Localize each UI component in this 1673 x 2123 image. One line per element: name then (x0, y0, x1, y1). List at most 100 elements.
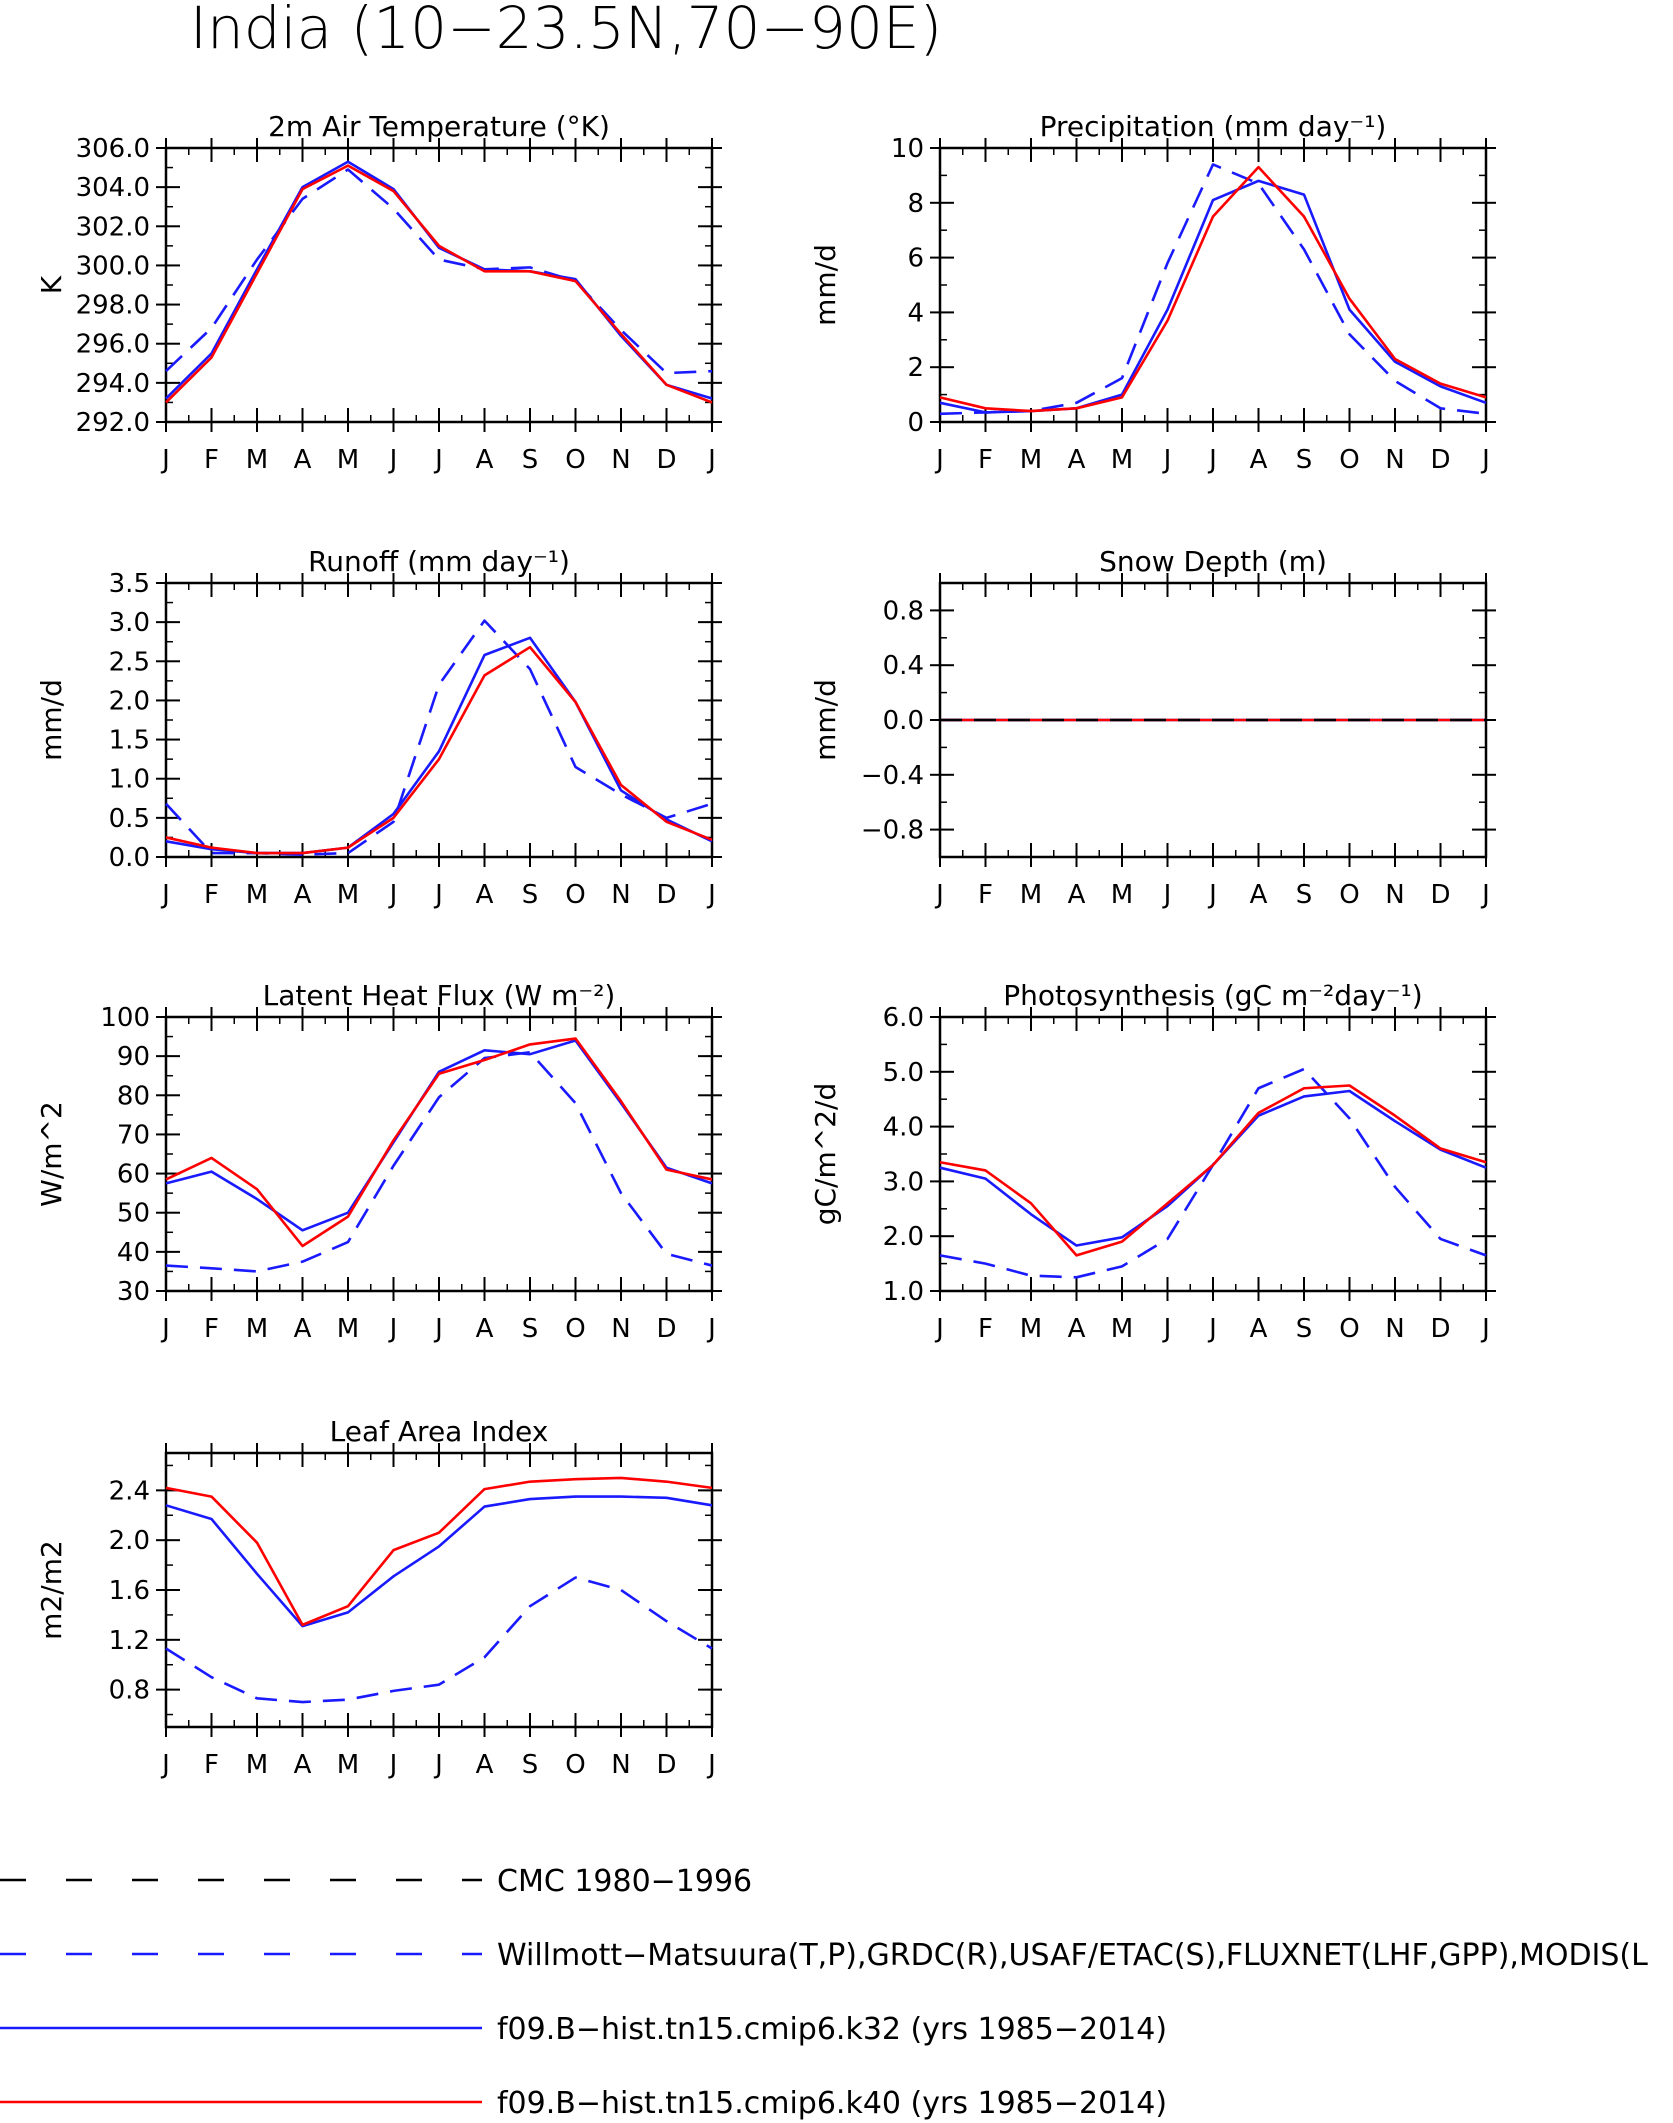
x-tick-label: J (433, 880, 443, 910)
panel-title: 2m Air Temperature (°K) (268, 110, 610, 143)
x-tick-label: M (337, 880, 359, 910)
x-tick-label: J (160, 445, 170, 475)
x-tick-label: J (1207, 445, 1217, 475)
y-tick-label: 0.0 (883, 706, 924, 736)
y-tick-label: 0.8 (883, 596, 924, 626)
x-tick-label: A (294, 445, 312, 475)
x-tick-label: N (611, 1750, 630, 1780)
x-tick-label: J (1162, 880, 1172, 910)
x-tick-label: A (1250, 880, 1268, 910)
x-tick-label: M (1020, 1314, 1042, 1344)
x-tick-label: O (565, 880, 585, 910)
y-tick-label: 4.0 (883, 1113, 924, 1143)
series-line-observations (165, 1050, 713, 1273)
y-tick-label: 1.2 (109, 1626, 150, 1656)
y-tick-label: 60 (117, 1160, 150, 1190)
x-tick-label: J (160, 880, 170, 910)
x-tick-label: M (246, 1314, 268, 1344)
x-tick-label: O (565, 1750, 585, 1780)
series-line-k40 (165, 1476, 713, 1627)
x-tick-label: J (160, 1750, 170, 1780)
y-tick-label: 3.5 (109, 569, 150, 599)
x-tick-label: A (1250, 445, 1268, 475)
y-axis-label: W/m^2 (35, 1101, 68, 1207)
x-tick-label: D (656, 880, 676, 910)
x-tick-label: M (246, 880, 268, 910)
x-tick-label: J (433, 1750, 443, 1780)
x-tick-label: S (1296, 445, 1313, 475)
x-tick-label: A (294, 880, 312, 910)
y-tick-label: −0.4 (861, 761, 924, 791)
figure-title: India (10−23.5N,70−90E) (190, 0, 942, 62)
panel-title: Precipitation (mm day⁻¹) (1040, 110, 1387, 143)
x-tick-label: A (476, 445, 494, 475)
y-tick-label: 1.5 (109, 726, 150, 756)
y-tick-label: 292.0 (76, 408, 150, 438)
x-tick-label: J (1480, 880, 1490, 910)
chart-panel-0: 2m Air Temperature (°K)KJ F M A M J J A S O N D J292… (35, 110, 722, 475)
y-tick-label: 306.0 (76, 134, 150, 164)
x-tick-label: A (1068, 1314, 1086, 1344)
series-line-k40 (165, 645, 713, 855)
y-tick-label: 294.0 (76, 369, 150, 399)
x-tick-label: J (433, 1314, 443, 1344)
series-line-k40 (165, 164, 713, 404)
y-tick-label: 296.0 (76, 330, 150, 360)
x-tick-label: D (1430, 1314, 1450, 1344)
x-tick-label: O (1339, 880, 1359, 910)
panel-title: Runoff (mm day⁻¹) (308, 545, 570, 578)
figure-title-wrapper: India (10−23.5N,70−90E) (0, 0, 1673, 74)
x-tick-label: M (337, 445, 359, 475)
chart-panel-3: Snow Depth (m)mm/dJ F M A M J J A S O N D J−0.8−0.40… (809, 545, 1496, 910)
y-tick-label: 2.0 (883, 1222, 924, 1252)
x-tick-label: F (978, 1314, 993, 1344)
y-tick-label: 1.0 (109, 765, 150, 795)
x-tick-label: D (1430, 445, 1450, 475)
y-tick-label: 302.0 (76, 212, 150, 242)
chart-panel-5: Photosynthesis (gC m⁻²day⁻¹)gC/m^2/dJ F M A… (809, 979, 1496, 1344)
y-tick-label: 5.0 (883, 1058, 924, 1088)
x-tick-label: J (1207, 1314, 1217, 1344)
y-tick-label: −0.8 (861, 816, 924, 846)
x-tick-label: A (294, 1750, 312, 1780)
x-tick-label: J (388, 445, 398, 475)
y-tick-label: 1.6 (109, 1576, 150, 1606)
x-tick-label: S (1296, 1314, 1313, 1344)
y-axis-label: K (35, 275, 68, 294)
y-tick-label: 80 (117, 1081, 150, 1111)
y-tick-label: 0 (907, 408, 924, 438)
x-tick-label: F (204, 445, 219, 475)
y-tick-label: 4 (907, 298, 924, 328)
x-tick-label: F (204, 1750, 219, 1780)
legend: CMC 1980−1996 Willmott−Matsuura(T,P),GRDC… (0, 1864, 1648, 2121)
x-tick-label: J (706, 1314, 716, 1344)
x-tick-label: J (388, 880, 398, 910)
y-tick-label: 6 (907, 244, 924, 274)
plot-frame (938, 1015, 1488, 1293)
panel-title: Leaf Area Index (330, 1415, 549, 1448)
y-tick-label: 2.4 (109, 1476, 150, 1506)
figure-title-svg: India (10−23.5N,70−90E) (190, 0, 942, 62)
x-tick-label: J (433, 445, 443, 475)
x-tick-label: O (1339, 1314, 1359, 1344)
x-tick-label: S (522, 445, 539, 475)
series-line-observations (939, 163, 1487, 416)
y-tick-label: 2 (907, 353, 924, 383)
y-tick-label: 304.0 (76, 173, 150, 203)
x-tick-label: S (522, 1314, 539, 1344)
x-tick-label: M (1020, 880, 1042, 910)
x-tick-label: F (978, 445, 993, 475)
y-axis-label: mm/d (35, 679, 68, 761)
series-line-observations (939, 1067, 1487, 1279)
x-tick-label: O (1339, 445, 1359, 475)
x-tick-label: J (934, 445, 944, 475)
panel-title: Photosynthesis (gC m⁻²day⁻¹) (1003, 979, 1422, 1012)
x-tick-label: N (611, 1314, 630, 1344)
x-tick-label: M (246, 445, 268, 475)
y-tick-label: 8 (907, 189, 924, 219)
x-tick-label: D (656, 1314, 676, 1344)
x-tick-label: F (204, 880, 219, 910)
x-tick-label: J (1207, 880, 1217, 910)
legend-label-1: Willmott−Matsuura(T,P),GRDC(R),USAF/ETAC… (497, 1938, 1648, 1973)
